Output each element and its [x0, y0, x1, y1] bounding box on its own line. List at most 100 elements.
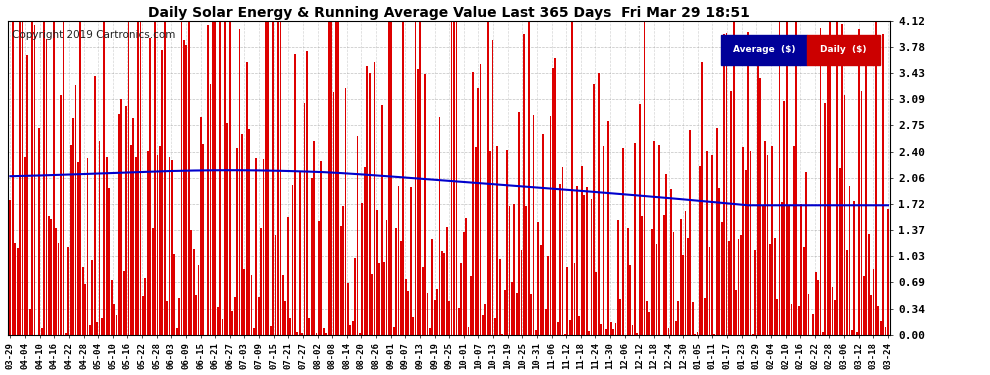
Bar [870, 295, 872, 335]
Bar [646, 301, 647, 335]
Bar [128, 21, 130, 335]
Bar [805, 172, 807, 335]
Bar [477, 88, 479, 335]
Bar [188, 21, 190, 335]
Bar [827, 49, 829, 335]
Bar [432, 239, 434, 335]
Title: Daily Solar Energy & Running Average Value Last 365 Days  Fri Mar 29 18:51: Daily Solar Energy & Running Average Val… [148, 6, 750, 20]
Bar [356, 136, 358, 335]
Bar [798, 306, 800, 335]
Bar [728, 241, 730, 335]
Bar [648, 312, 650, 335]
Bar [796, 22, 797, 335]
Bar [437, 289, 438, 335]
Bar [462, 232, 464, 335]
Bar [328, 21, 330, 335]
Bar [552, 68, 553, 335]
Bar [786, 21, 788, 335]
Bar [815, 272, 817, 335]
Bar [345, 88, 346, 335]
Bar [151, 228, 153, 335]
Bar [330, 21, 332, 335]
Bar [79, 21, 81, 335]
Bar [813, 314, 814, 335]
Bar [600, 324, 602, 335]
Bar [516, 294, 518, 335]
Bar [586, 188, 587, 335]
Bar [434, 300, 436, 335]
Bar [388, 21, 390, 335]
Bar [234, 297, 236, 335]
Bar [296, 332, 298, 335]
Bar [222, 319, 224, 335]
Bar [19, 21, 21, 335]
Bar [677, 301, 679, 335]
Bar [608, 121, 609, 335]
Bar [740, 235, 742, 335]
Bar [629, 266, 631, 335]
Bar [764, 141, 766, 335]
Bar [528, 21, 530, 335]
Bar [39, 128, 41, 335]
Bar [407, 291, 409, 335]
Bar [566, 267, 568, 335]
Bar [393, 327, 395, 335]
Bar [219, 21, 221, 335]
Bar [612, 329, 614, 335]
Bar [766, 155, 768, 335]
Bar [82, 267, 83, 335]
Bar [147, 151, 148, 335]
Bar [10, 200, 11, 335]
Bar [244, 268, 246, 335]
Bar [309, 318, 310, 335]
Bar [627, 228, 629, 335]
Bar [590, 199, 592, 335]
Bar [523, 34, 525, 335]
Bar [74, 85, 76, 335]
Bar [236, 148, 238, 335]
Bar [96, 322, 98, 335]
Bar [27, 55, 28, 335]
Bar [311, 178, 313, 335]
Bar [593, 84, 595, 335]
Bar [747, 32, 749, 335]
Bar [351, 321, 353, 335]
Bar [163, 21, 165, 335]
Bar [49, 216, 50, 335]
Bar [497, 146, 498, 335]
Bar [89, 325, 91, 335]
Bar [650, 229, 652, 335]
Bar [692, 302, 694, 335]
Bar [511, 282, 513, 335]
Bar [556, 322, 558, 335]
Bar [86, 158, 88, 335]
Bar [887, 209, 889, 335]
Bar [721, 222, 723, 335]
Bar [595, 272, 597, 335]
Bar [540, 245, 542, 335]
Bar [450, 21, 452, 335]
Bar [116, 315, 118, 335]
Bar [270, 326, 271, 335]
Bar [335, 21, 337, 335]
Bar [625, 334, 626, 335]
Bar [569, 320, 570, 335]
Bar [229, 21, 231, 335]
Bar [620, 299, 622, 335]
Bar [598, 73, 600, 335]
Bar [482, 315, 484, 335]
Bar [420, 21, 421, 335]
Bar [395, 228, 397, 335]
Bar [622, 148, 624, 335]
Bar [250, 274, 252, 335]
Bar [484, 304, 486, 335]
Bar [872, 269, 874, 335]
Bar [460, 263, 462, 335]
Bar [383, 262, 385, 335]
Bar [610, 321, 612, 335]
Bar [31, 21, 33, 335]
Bar [453, 21, 455, 335]
Bar [837, 21, 839, 335]
Bar [439, 117, 441, 335]
Bar [509, 206, 511, 335]
